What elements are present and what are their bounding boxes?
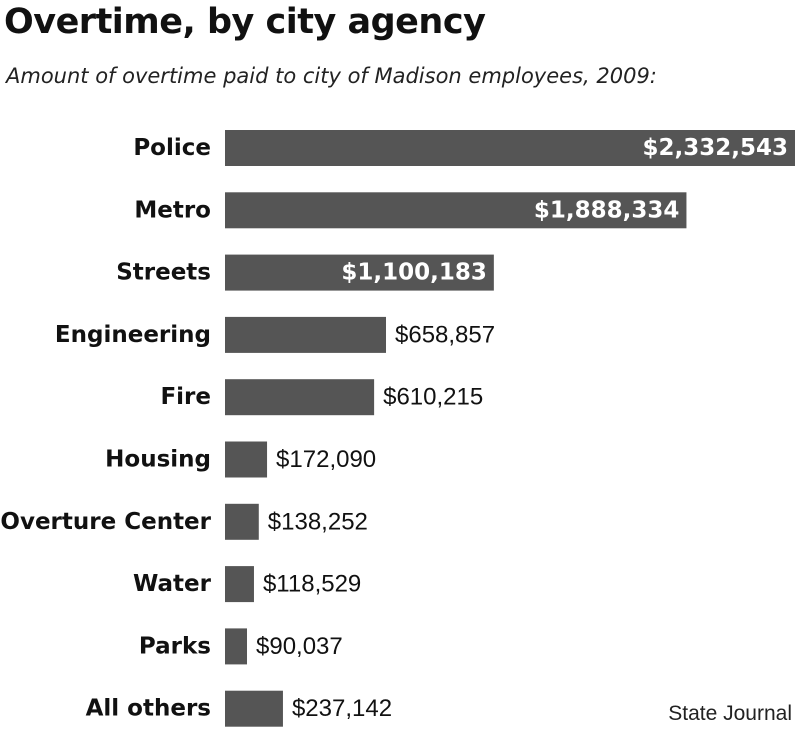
bar-housing <box>225 441 268 478</box>
bar-all-others <box>225 690 283 727</box>
bar-engineering <box>225 316 387 353</box>
value-label-streets: $1,100,183 <box>341 260 487 286</box>
category-label-police: Police <box>133 135 211 161</box>
bar-fire <box>225 379 375 416</box>
value-label-housing: $172,090 <box>276 446 376 473</box>
category-label-housing: Housing <box>105 447 211 473</box>
value-label-metro: $1,888,334 <box>534 197 680 223</box>
bar-parks <box>225 628 248 665</box>
value-label-overture-center: $138,252 <box>268 508 368 535</box>
category-label-overture-center: Overture Center <box>0 509 211 535</box>
category-label-all-others: All others <box>86 696 211 722</box>
value-label-engineering: $658,857 <box>395 321 495 348</box>
bar-police <box>225 130 795 166</box>
source-credit: State Journal <box>668 702 792 725</box>
bar-overture-center <box>225 503 259 540</box>
category-label-streets: Streets <box>116 260 211 286</box>
bar-streets <box>225 254 494 291</box>
category-label-metro: Metro <box>134 197 211 223</box>
bar-metro <box>225 192 687 229</box>
value-label-water: $118,529 <box>263 571 361 598</box>
value-label-all-others: $237,142 <box>292 695 392 722</box>
category-label-parks: Parks <box>139 633 211 659</box>
bar-water <box>225 566 254 603</box>
value-label-fire: $610,215 <box>383 384 483 411</box>
category-label-fire: Fire <box>160 384 211 410</box>
value-label-parks: $90,037 <box>256 633 343 660</box>
category-label-water: Water <box>133 571 212 597</box>
chart-title: Overtime, by city agency <box>4 2 486 42</box>
value-label-police: $2,332,543 <box>642 135 788 161</box>
category-label-engineering: Engineering <box>55 322 211 348</box>
chart-subtitle: Amount of overtime paid to city of Madis… <box>6 64 657 88</box>
